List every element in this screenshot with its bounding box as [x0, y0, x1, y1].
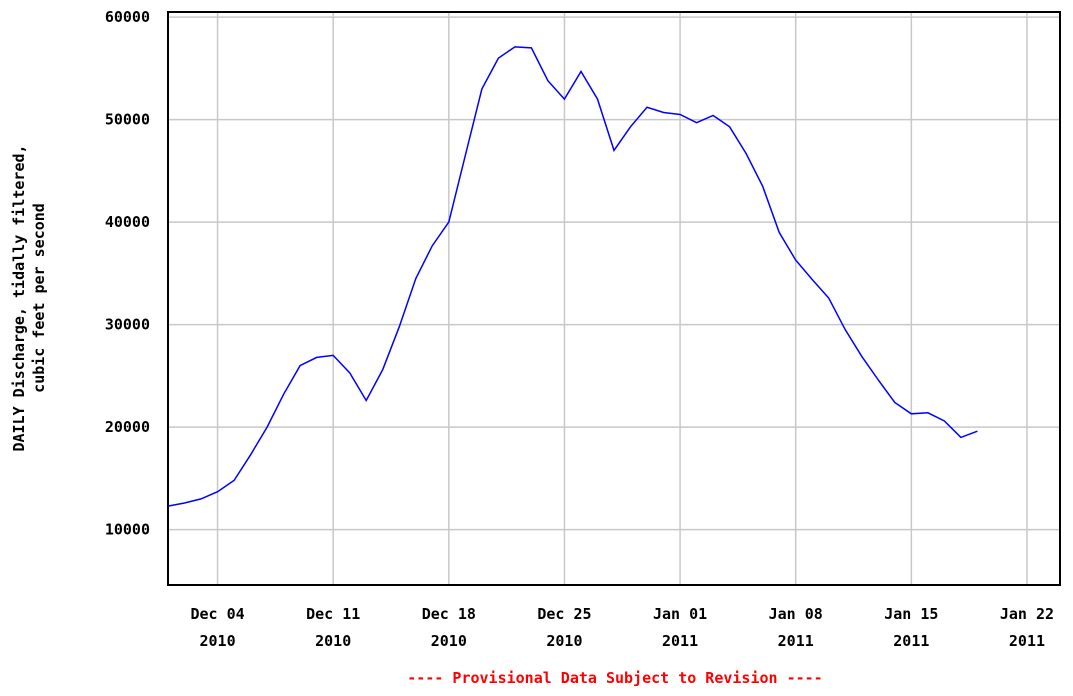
- x-tick-label: Jan 01: [653, 605, 707, 623]
- footer-note: ---- Provisional Data Subject to Revisio…: [407, 669, 822, 687]
- y-tick-label: 30000: [105, 316, 150, 334]
- x-tick-label: Jan 22: [1000, 605, 1054, 623]
- x-tick-label: Jan 15: [884, 605, 938, 623]
- x-tick-label: 2010: [315, 632, 351, 650]
- y-tick-label: 40000: [105, 213, 150, 231]
- data-line: [167, 46, 978, 507]
- x-tick-label: Dec 25: [537, 605, 591, 623]
- y-axis-label: DAILY Discharge, tidally filtered,: [10, 144, 28, 451]
- y-tick-label: 50000: [105, 111, 150, 129]
- x-tick-label: 2011: [893, 632, 929, 650]
- x-tick-label: Dec 11: [306, 605, 360, 623]
- x-tick-label: 2010: [199, 632, 235, 650]
- y-tick-label: 10000: [105, 521, 150, 539]
- y-axis-label: cubic feet per second: [30, 203, 48, 393]
- x-tick-label: 2011: [1009, 632, 1045, 650]
- x-tick-label: 2011: [778, 632, 814, 650]
- x-tick-label: 2010: [431, 632, 467, 650]
- y-tick-label: 60000: [105, 8, 150, 26]
- plot-frame: [167, 11, 1061, 586]
- x-tick-label: Dec 18: [422, 605, 476, 623]
- x-tick-label: 2011: [662, 632, 698, 650]
- x-tick-label: 2010: [546, 632, 582, 650]
- x-tick-label: Jan 08: [769, 605, 823, 623]
- y-tick-label: 20000: [105, 418, 150, 436]
- x-tick-label: Dec 04: [190, 605, 244, 623]
